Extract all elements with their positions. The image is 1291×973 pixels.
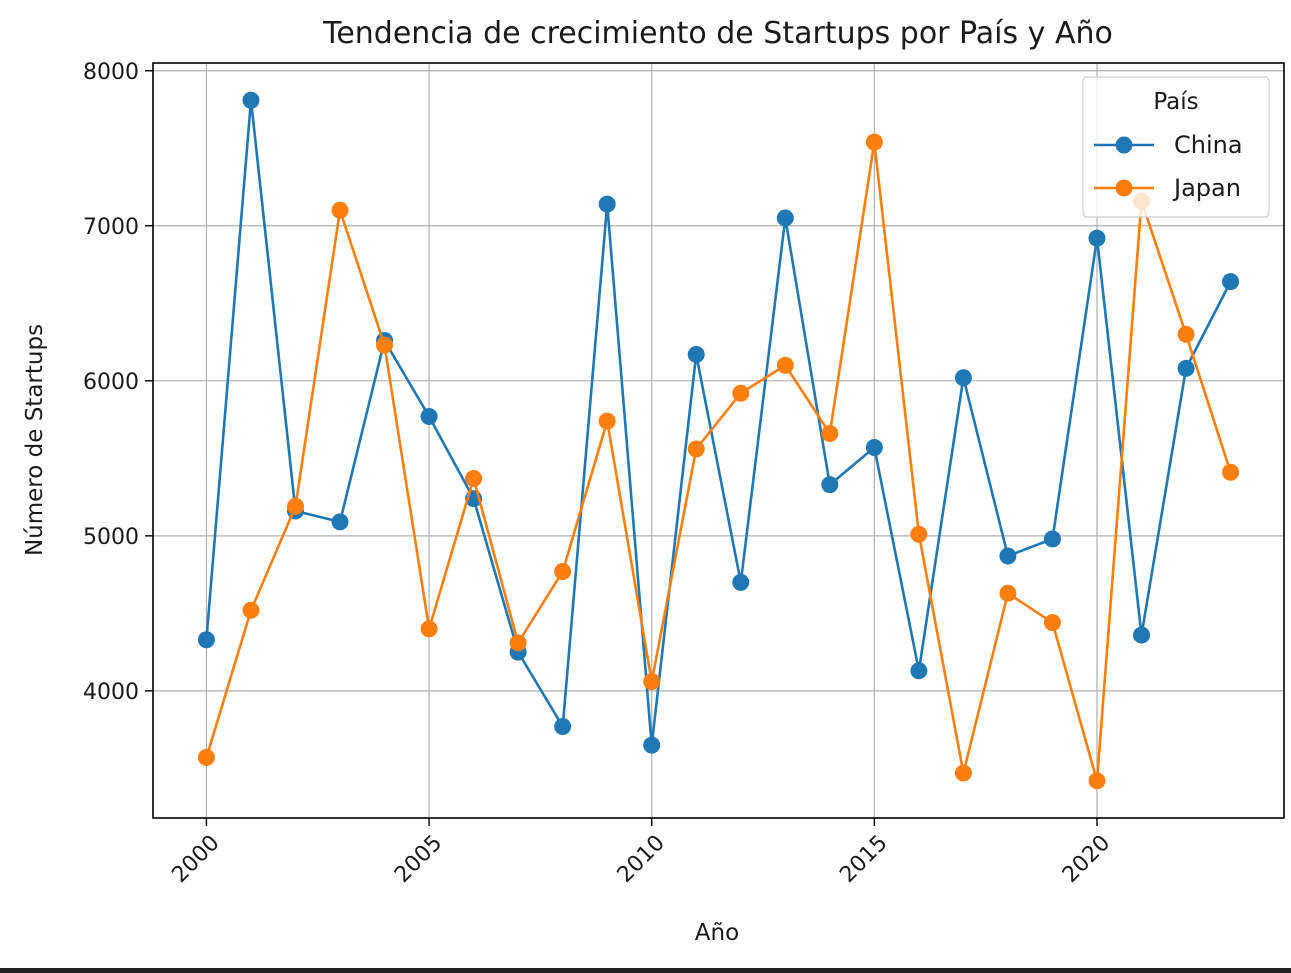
y-tick-label: 8000 bbox=[83, 60, 139, 85]
y-tick-label: 5000 bbox=[83, 525, 139, 550]
legend-entry-china: China bbox=[1094, 131, 1243, 159]
data-point-japan bbox=[1177, 325, 1195, 343]
data-point-japan bbox=[376, 336, 394, 354]
data-point-china bbox=[732, 573, 750, 591]
series-layer bbox=[197, 91, 1240, 790]
grid bbox=[153, 63, 1284, 818]
data-point-japan bbox=[420, 620, 438, 638]
data-point-china bbox=[865, 438, 883, 456]
series-line-japan bbox=[205, 140, 1232, 783]
bottom-border bbox=[0, 968, 1291, 973]
data-point-china bbox=[1088, 229, 1106, 247]
legend-label-china: China bbox=[1174, 131, 1243, 159]
data-point-japan bbox=[554, 563, 572, 581]
data-point-japan bbox=[821, 425, 839, 443]
data-point-china bbox=[999, 547, 1017, 565]
x-axis-label: Año bbox=[695, 920, 739, 946]
data-point-china bbox=[776, 209, 794, 227]
data-point-china bbox=[242, 91, 260, 109]
legend-entry-japan: Japan bbox=[1094, 174, 1241, 202]
legend-marker-china bbox=[1115, 136, 1133, 154]
data-point-japan bbox=[954, 764, 972, 782]
data-point-japan bbox=[286, 497, 304, 515]
data-point-japan bbox=[598, 412, 616, 430]
x-tick-label: 2020 bbox=[1058, 831, 1115, 888]
chart-title: Tendencia de crecimiento de Startups por… bbox=[322, 16, 1113, 51]
y-tick-label: 7000 bbox=[83, 215, 139, 240]
data-point-japan bbox=[242, 601, 260, 619]
data-point-japan bbox=[910, 525, 928, 543]
series-china bbox=[197, 91, 1240, 754]
data-point-china bbox=[197, 631, 215, 649]
data-point-japan bbox=[732, 384, 750, 402]
data-point-china bbox=[910, 662, 928, 680]
data-point-china bbox=[1043, 530, 1061, 548]
data-point-japan bbox=[776, 356, 794, 374]
data-point-china bbox=[821, 476, 839, 494]
data-point-japan bbox=[465, 469, 483, 487]
series-line-china bbox=[205, 98, 1232, 747]
y-tick-label: 6000 bbox=[83, 370, 139, 395]
legend: País China Japan bbox=[1082, 76, 1270, 218]
x-tick-label: 2010 bbox=[613, 831, 670, 888]
x-tick-label: 2000 bbox=[167, 831, 224, 888]
x-tick-label: 2015 bbox=[835, 831, 892, 888]
data-point-japan bbox=[687, 440, 705, 458]
y-axis-label: Número de Startups bbox=[22, 324, 48, 556]
data-point-japan bbox=[509, 634, 527, 652]
data-point-china bbox=[331, 513, 349, 531]
data-point-china bbox=[420, 407, 438, 425]
legend-marker-japan bbox=[1115, 179, 1133, 197]
data-point-china bbox=[643, 736, 661, 754]
data-point-japan bbox=[1088, 772, 1106, 790]
data-point-china bbox=[687, 345, 705, 363]
legend-title: País bbox=[1153, 89, 1198, 115]
data-point-japan bbox=[331, 201, 349, 219]
plot-frame bbox=[152, 62, 1285, 819]
x-tick-label: 2005 bbox=[390, 831, 447, 888]
data-point-china bbox=[954, 369, 972, 387]
data-point-japan bbox=[999, 584, 1017, 602]
data-point-japan bbox=[1043, 614, 1061, 632]
data-point-china bbox=[1133, 626, 1151, 644]
data-point-china bbox=[1222, 273, 1240, 291]
data-point-china bbox=[598, 195, 616, 213]
data-point-japan bbox=[197, 749, 215, 767]
data-point-china bbox=[1177, 359, 1195, 377]
data-point-japan bbox=[643, 673, 661, 691]
data-point-japan bbox=[1222, 463, 1240, 481]
y-tick-label: 4000 bbox=[83, 680, 139, 705]
data-point-china bbox=[554, 718, 572, 736]
legend-label-japan: Japan bbox=[1172, 174, 1241, 202]
data-point-japan bbox=[865, 133, 883, 151]
